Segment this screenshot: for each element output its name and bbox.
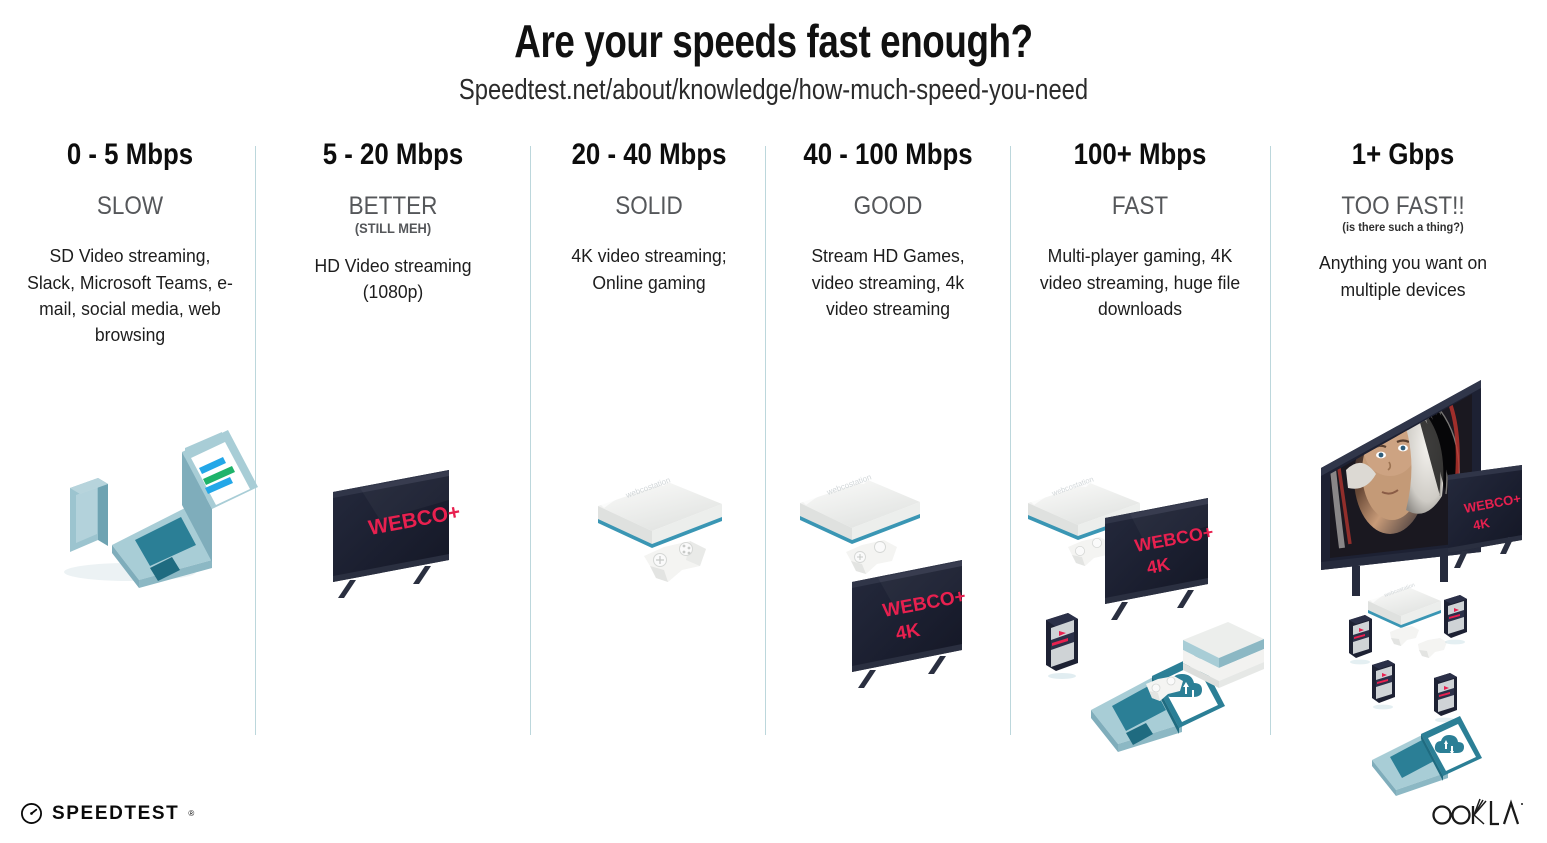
usage-description: HD Video streaming (1080p): [314, 254, 472, 302]
rating-sublabel: (is there such a thing?): [1342, 220, 1464, 235]
header: Are your speeds fast enough? Speedtest.n…: [0, 0, 1547, 107]
column-divider-1: [255, 146, 256, 735]
column-divider-4: [1010, 146, 1011, 735]
usage-description: Anything you want on multiple devices: [1318, 252, 1488, 300]
speedtest-trademark: ®: [188, 809, 195, 818]
rating-sublabel: (STILL MEH): [354, 220, 432, 237]
speed-tier-column-5: 100+ Mbps FAST Multi-player gaming, 4K v…: [1016, 138, 1264, 322]
rating-label: TOO FAST!!: [1341, 192, 1465, 220]
usage-description: 4K video streaming; Online gaming: [571, 245, 727, 293]
column-divider-3: [765, 146, 766, 735]
ookla-logo: [1429, 797, 1525, 827]
page-title: Are your speeds fast enough?: [514, 15, 1033, 67]
speed-range-label: 5 - 20 Mbps: [322, 138, 464, 171]
rating-label: SLOW: [96, 192, 164, 220]
column-divider-2: [530, 146, 531, 735]
speed-range-label: 1+ Gbps: [1351, 138, 1455, 171]
speed-range-label: 0 - 5 Mbps: [66, 138, 194, 171]
speedometer-icon: [21, 803, 42, 824]
column-divider-5: [1270, 146, 1271, 735]
rating-label: FAST: [1111, 192, 1169, 220]
page-subtitle: Speedtest.net/about/knowledge/how-much-s…: [458, 74, 1089, 106]
footer: SPEEDTEST ®: [0, 773, 1547, 843]
speed-tier-column-3: 20 - 40 Mbps SOLID 4K video streaming; O…: [538, 138, 760, 296]
speedtest-logo: SPEEDTEST ®: [20, 802, 194, 825]
speed-tier-column-4: 40 - 100 Mbps GOOD Stream HD Games, vide…: [772, 138, 1004, 322]
speed-range-label: 20 - 40 Mbps: [571, 138, 727, 171]
speed-tier-column-2: 5 - 20 Mbps BETTER (STILL MEH) HD Video …: [262, 138, 524, 305]
speedtest-wordmark: SPEEDTEST: [52, 802, 180, 824]
usage-description: Stream HD Games, video streaming, 4k vid…: [811, 245, 965, 319]
usage-description: SD Video streaming, Slack, Microsoft Tea…: [27, 245, 233, 346]
speed-tier-columns: 0 - 5 Mbps SLOW SD Video streaming, Slac…: [0, 138, 1547, 748]
usage-description: Multi-player gaming, 4K video streaming,…: [1039, 245, 1241, 319]
speed-range-label: 40 - 100 Mbps: [803, 138, 973, 171]
speed-range-label: 100+ Mbps: [1073, 138, 1207, 171]
ookla-wordmark: [1432, 798, 1523, 826]
rating-label: SOLID: [615, 192, 683, 220]
rating-label: GOOD: [853, 192, 923, 220]
speed-tier-column-6: 1+ Gbps TOO FAST!! (is there such a thin…: [1278, 138, 1528, 303]
speed-tier-column-1: 0 - 5 Mbps SLOW SD Video streaming, Slac…: [8, 138, 252, 348]
rating-label: BETTER: [348, 192, 438, 220]
